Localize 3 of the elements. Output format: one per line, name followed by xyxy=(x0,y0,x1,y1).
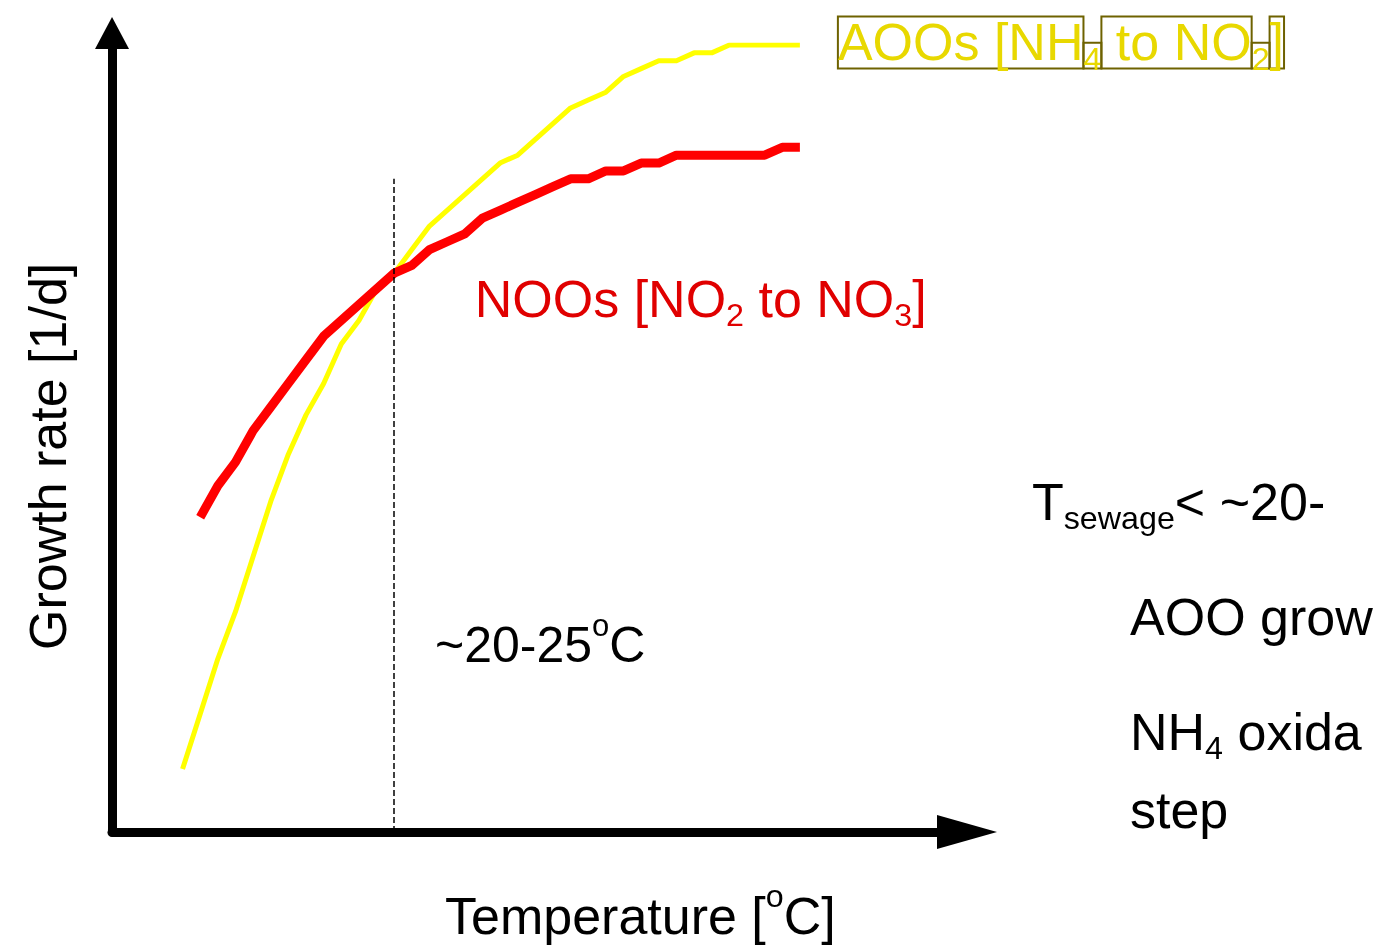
text: AOO grow xyxy=(1130,588,1374,647)
y-axis-title: Growth rate [1/d] xyxy=(19,262,78,650)
text: step xyxy=(1130,781,1229,840)
